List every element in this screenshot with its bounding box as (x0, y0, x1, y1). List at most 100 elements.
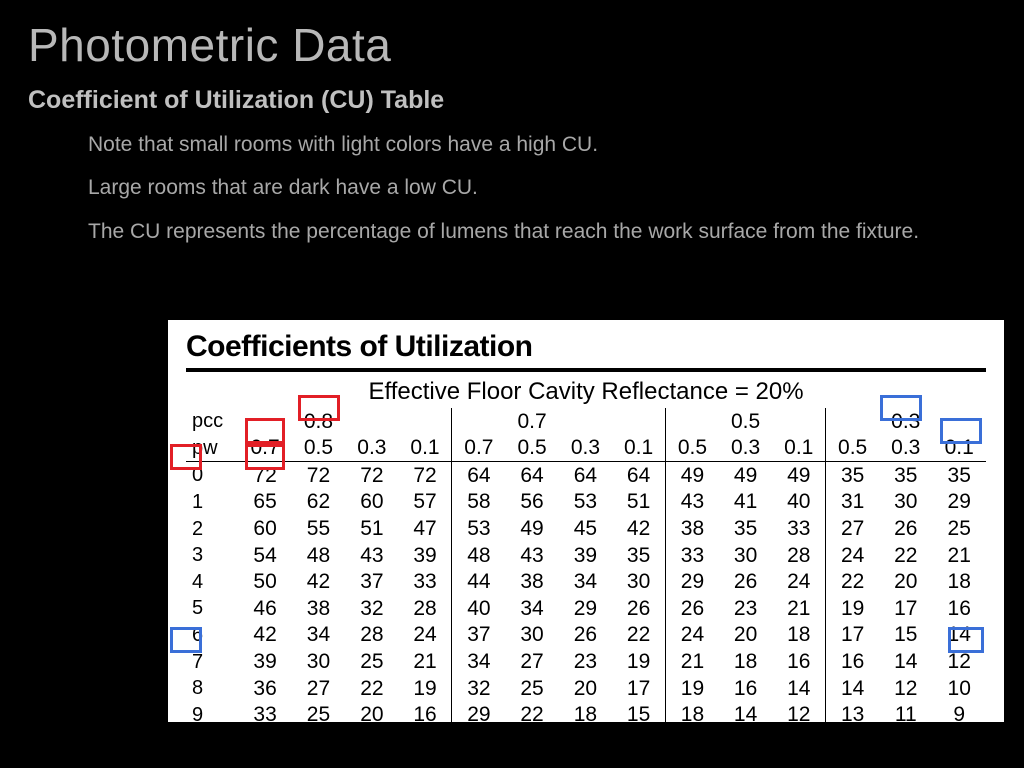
cu-cell: 48 (292, 542, 345, 569)
table-row: 16562605758565351434140313029 (186, 489, 986, 516)
cu-cell: 26 (559, 622, 612, 649)
pw-header: 0.3 (559, 435, 612, 462)
cu-cell: 54 (238, 542, 291, 569)
pw-label: pw (186, 435, 238, 462)
cu-cell: 14 (719, 702, 772, 729)
cu-cell: 13 (826, 702, 879, 729)
cu-cell: 35 (719, 515, 772, 542)
cu-cell: 12 (932, 648, 986, 675)
cu-cell: 14 (826, 675, 879, 702)
cu-cell: 27 (826, 515, 879, 542)
efc-label: Effective Floor Cavity Reflectance = 20% (186, 378, 986, 406)
cu-cell: 18 (772, 622, 825, 649)
row-index: 7 (186, 648, 238, 675)
pw-header: 0.5 (826, 435, 879, 462)
cu-cell: 29 (559, 595, 612, 622)
cu-cell: 22 (879, 542, 932, 569)
cu-cell: 22 (345, 675, 398, 702)
table-row: 73930252134272319211816161412 (186, 648, 986, 675)
pw-header: 0.7 (452, 435, 505, 462)
slide-title: Photometric Data (0, 0, 1024, 72)
pcc-header: 0.3 (879, 408, 932, 435)
cu-cell: 51 (612, 489, 665, 516)
cu-cell: 17 (879, 595, 932, 622)
table-title: Coefficients of Utilization (186, 330, 986, 372)
cu-cell: 25 (505, 675, 558, 702)
cu-cell: 72 (292, 462, 345, 489)
cu-cell: 53 (559, 489, 612, 516)
pw-header: 0.3 (879, 435, 932, 462)
table-row: 35448433948433935333028242221 (186, 542, 986, 569)
cu-cell: 30 (612, 569, 665, 596)
pcc-header: 0.5 (719, 408, 772, 435)
cu-cell: 29 (932, 489, 986, 516)
table-row: 83627221932252017191614141210 (186, 675, 986, 702)
table-row: 07272727264646464494949353535 (186, 462, 986, 489)
cu-cell: 34 (292, 622, 345, 649)
cu-cell: 28 (345, 622, 398, 649)
cu-cell: 45 (559, 515, 612, 542)
cu-cell: 18 (666, 702, 719, 729)
cu-cell: 35 (879, 462, 932, 489)
cu-cell: 26 (879, 515, 932, 542)
cu-cell: 21 (399, 648, 452, 675)
cu-cell: 35 (826, 462, 879, 489)
cu-cell: 37 (452, 622, 505, 649)
pw-header: 0.5 (505, 435, 558, 462)
cu-cell: 20 (879, 569, 932, 596)
cu-cell: 49 (505, 515, 558, 542)
cu-cell: 12 (772, 702, 825, 729)
cu-cell: 27 (505, 648, 558, 675)
row-index: 9 (186, 702, 238, 729)
cu-cell: 62 (292, 489, 345, 516)
cu-cell: 34 (559, 569, 612, 596)
cu-cell: 21 (772, 595, 825, 622)
cu-cell: 33 (399, 569, 452, 596)
slide-subtitle: Coefficient of Utilization (CU) Table (0, 72, 1024, 115)
cu-cell: 72 (345, 462, 398, 489)
cu-cell: 12 (879, 675, 932, 702)
cu-table: pcc 0.8 0.7 0.5 0.3 pw 0.7 0.5 0.3 0.1 0… (186, 408, 986, 728)
cu-cell: 39 (559, 542, 612, 569)
cu-cell: 25 (932, 515, 986, 542)
cu-cell: 35 (612, 542, 665, 569)
cu-cell: 20 (559, 675, 612, 702)
cu-cell: 64 (612, 462, 665, 489)
cu-cell: 30 (292, 648, 345, 675)
pcc-label: pcc (186, 408, 238, 435)
cu-cell: 25 (345, 648, 398, 675)
cu-cell: 18 (719, 648, 772, 675)
row-index: 8 (186, 675, 238, 702)
cu-cell: 57 (399, 489, 452, 516)
cu-cell: 24 (666, 622, 719, 649)
cu-cell: 15 (879, 622, 932, 649)
cu-cell: 60 (345, 489, 398, 516)
cu-cell: 26 (666, 595, 719, 622)
pw-header: 0.3 (719, 435, 772, 462)
cu-cell: 60 (238, 515, 291, 542)
row-index: 0 (186, 462, 238, 489)
cu-cell: 30 (505, 622, 558, 649)
cu-cell: 38 (666, 515, 719, 542)
cu-cell: 40 (452, 595, 505, 622)
cu-cell: 20 (719, 622, 772, 649)
cu-cell: 44 (452, 569, 505, 596)
cu-cell: 65 (238, 489, 291, 516)
cu-cell: 56 (505, 489, 558, 516)
cu-cell: 16 (399, 702, 452, 729)
table-row: 26055514753494542383533272625 (186, 515, 986, 542)
cu-cell: 29 (666, 569, 719, 596)
cu-cell: 14 (879, 648, 932, 675)
note-line: Large rooms that are dark have a low CU. (0, 174, 1024, 201)
cu-cell: 64 (559, 462, 612, 489)
cu-cell: 22 (612, 622, 665, 649)
cu-cell: 29 (452, 702, 505, 729)
cu-cell: 34 (452, 648, 505, 675)
cu-cell: 51 (345, 515, 398, 542)
cu-cell: 72 (399, 462, 452, 489)
row-index: 3 (186, 542, 238, 569)
pcc-header: 0.8 (292, 408, 345, 435)
cu-cell: 30 (879, 489, 932, 516)
cu-cell: 17 (826, 622, 879, 649)
cu-cell: 50 (238, 569, 291, 596)
